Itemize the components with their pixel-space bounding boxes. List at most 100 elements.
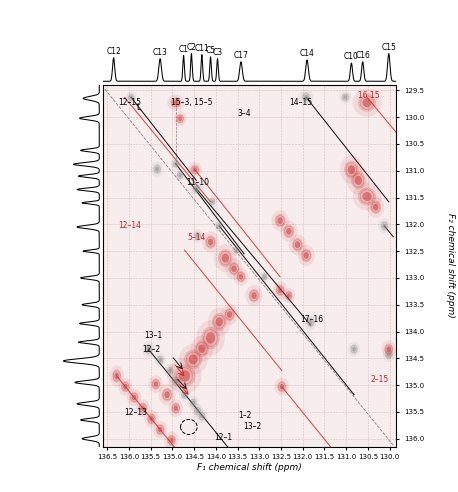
Text: L: L xyxy=(136,103,140,112)
Ellipse shape xyxy=(385,350,393,360)
Ellipse shape xyxy=(301,248,312,262)
Ellipse shape xyxy=(378,218,391,234)
Ellipse shape xyxy=(142,341,155,358)
Ellipse shape xyxy=(202,231,219,252)
Text: 12–2: 12–2 xyxy=(142,345,160,354)
Ellipse shape xyxy=(198,412,206,421)
Ellipse shape xyxy=(304,95,309,100)
Text: C16: C16 xyxy=(355,51,370,60)
Ellipse shape xyxy=(196,408,199,413)
Ellipse shape xyxy=(221,304,238,325)
Ellipse shape xyxy=(181,390,188,399)
Ellipse shape xyxy=(208,239,213,246)
Ellipse shape xyxy=(171,402,180,414)
Ellipse shape xyxy=(352,347,356,352)
Ellipse shape xyxy=(344,95,347,99)
Ellipse shape xyxy=(358,93,376,112)
Ellipse shape xyxy=(173,159,179,168)
Ellipse shape xyxy=(128,93,134,101)
Ellipse shape xyxy=(302,92,311,102)
Ellipse shape xyxy=(236,271,245,282)
Ellipse shape xyxy=(158,358,162,362)
Ellipse shape xyxy=(164,391,170,398)
Ellipse shape xyxy=(358,187,376,206)
Ellipse shape xyxy=(381,221,388,231)
Text: C5: C5 xyxy=(206,46,216,55)
Ellipse shape xyxy=(260,271,269,283)
Ellipse shape xyxy=(234,246,240,254)
Ellipse shape xyxy=(175,169,185,182)
Ellipse shape xyxy=(347,166,370,194)
Ellipse shape xyxy=(183,393,186,397)
Ellipse shape xyxy=(179,370,190,382)
Ellipse shape xyxy=(245,285,262,306)
Ellipse shape xyxy=(275,378,289,396)
Ellipse shape xyxy=(272,210,289,231)
Ellipse shape xyxy=(174,365,196,387)
Ellipse shape xyxy=(339,91,352,104)
Text: C15: C15 xyxy=(382,43,396,52)
Ellipse shape xyxy=(208,308,231,336)
Ellipse shape xyxy=(239,274,243,279)
Ellipse shape xyxy=(214,220,224,232)
Ellipse shape xyxy=(191,400,195,405)
Ellipse shape xyxy=(144,344,153,354)
Ellipse shape xyxy=(153,421,167,438)
Ellipse shape xyxy=(286,228,292,235)
Text: 15–3, 15–5: 15–3, 15–5 xyxy=(171,97,213,107)
Ellipse shape xyxy=(190,399,197,407)
Ellipse shape xyxy=(285,291,293,301)
Ellipse shape xyxy=(218,224,221,228)
Ellipse shape xyxy=(170,97,181,108)
Ellipse shape xyxy=(200,414,204,418)
Y-axis label: F₂ chemical shift (ppm): F₂ chemical shift (ppm) xyxy=(446,214,455,318)
Ellipse shape xyxy=(129,95,133,99)
Ellipse shape xyxy=(127,389,141,406)
Ellipse shape xyxy=(164,364,176,378)
Ellipse shape xyxy=(251,292,257,299)
Ellipse shape xyxy=(156,424,165,435)
Ellipse shape xyxy=(304,315,317,330)
Ellipse shape xyxy=(344,161,359,179)
Ellipse shape xyxy=(153,164,161,174)
Text: C17: C17 xyxy=(234,51,248,60)
Text: 1–2: 1–2 xyxy=(239,411,252,420)
Ellipse shape xyxy=(169,369,172,373)
Ellipse shape xyxy=(174,162,178,166)
Text: 16 15: 16 15 xyxy=(358,91,380,100)
Ellipse shape xyxy=(211,200,214,204)
Ellipse shape xyxy=(341,93,349,101)
Text: 13–1: 13–1 xyxy=(145,331,163,340)
Ellipse shape xyxy=(370,200,381,214)
Ellipse shape xyxy=(169,400,183,417)
Text: C10: C10 xyxy=(344,52,359,61)
X-axis label: F₁ chemical shift (ppm): F₁ chemical shift (ppm) xyxy=(197,463,302,472)
Ellipse shape xyxy=(351,171,365,189)
Ellipse shape xyxy=(191,165,200,175)
Ellipse shape xyxy=(149,375,163,393)
Ellipse shape xyxy=(353,183,382,211)
Ellipse shape xyxy=(289,234,306,255)
Ellipse shape xyxy=(348,165,355,174)
Ellipse shape xyxy=(263,275,266,279)
Text: C2: C2 xyxy=(186,43,196,52)
Text: 14–15: 14–15 xyxy=(289,97,312,107)
Text: C3: C3 xyxy=(213,48,223,57)
Text: 2–15: 2–15 xyxy=(371,375,389,384)
Ellipse shape xyxy=(192,184,200,193)
Ellipse shape xyxy=(196,320,225,356)
Ellipse shape xyxy=(362,192,371,201)
Ellipse shape xyxy=(179,344,207,375)
Ellipse shape xyxy=(367,197,384,218)
Ellipse shape xyxy=(382,223,387,228)
Ellipse shape xyxy=(284,224,294,238)
Ellipse shape xyxy=(147,413,156,425)
Text: 3–4: 3–4 xyxy=(237,109,251,118)
Text: C11: C11 xyxy=(195,44,209,53)
Ellipse shape xyxy=(162,388,173,401)
Ellipse shape xyxy=(194,232,201,241)
Ellipse shape xyxy=(169,373,182,390)
Ellipse shape xyxy=(224,308,235,321)
Ellipse shape xyxy=(130,392,139,403)
Ellipse shape xyxy=(151,161,164,177)
